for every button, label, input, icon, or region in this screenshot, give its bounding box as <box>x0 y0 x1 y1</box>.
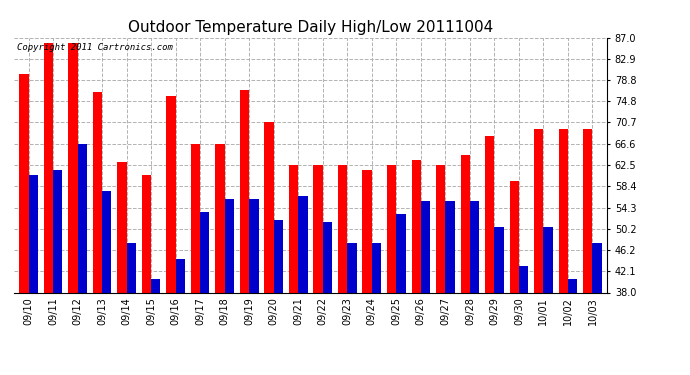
Bar <box>421 201 430 292</box>
Bar <box>372 243 381 292</box>
Bar <box>264 122 274 292</box>
Bar <box>166 96 176 292</box>
Bar <box>117 162 126 292</box>
Bar <box>460 154 470 292</box>
Bar <box>215 144 225 292</box>
Bar <box>387 165 396 292</box>
Bar <box>274 220 283 292</box>
Bar <box>240 90 249 292</box>
Bar <box>298 196 308 292</box>
Bar <box>347 243 357 292</box>
Bar <box>583 129 593 292</box>
Bar <box>53 170 62 292</box>
Bar <box>519 267 529 292</box>
Bar <box>445 201 455 292</box>
Bar <box>249 199 259 292</box>
Bar <box>495 228 504 292</box>
Bar <box>77 144 87 292</box>
Bar <box>396 214 406 292</box>
Bar <box>43 43 53 292</box>
Bar <box>68 43 77 292</box>
Bar <box>126 243 136 292</box>
Title: Outdoor Temperature Daily High/Low 20111004: Outdoor Temperature Daily High/Low 20111… <box>128 20 493 35</box>
Bar <box>176 259 185 292</box>
Bar <box>151 279 161 292</box>
Bar <box>593 243 602 292</box>
Bar <box>313 165 323 292</box>
Bar <box>362 170 372 292</box>
Bar <box>102 191 111 292</box>
Bar <box>436 165 445 292</box>
Bar <box>568 279 578 292</box>
Bar <box>534 129 544 292</box>
Text: Copyright 2011 Cartronics.com: Copyright 2011 Cartronics.com <box>17 43 172 52</box>
Bar <box>470 201 479 292</box>
Bar <box>200 212 210 292</box>
Bar <box>289 165 298 292</box>
Bar <box>19 74 28 292</box>
Bar <box>544 228 553 292</box>
Bar <box>92 92 102 292</box>
Bar <box>411 160 421 292</box>
Bar <box>485 136 495 292</box>
Bar <box>323 222 332 292</box>
Bar <box>338 165 347 292</box>
Bar <box>191 144 200 292</box>
Bar <box>142 176 151 292</box>
Bar <box>510 181 519 292</box>
Bar <box>28 176 38 292</box>
Bar <box>559 129 568 292</box>
Bar <box>225 199 234 292</box>
